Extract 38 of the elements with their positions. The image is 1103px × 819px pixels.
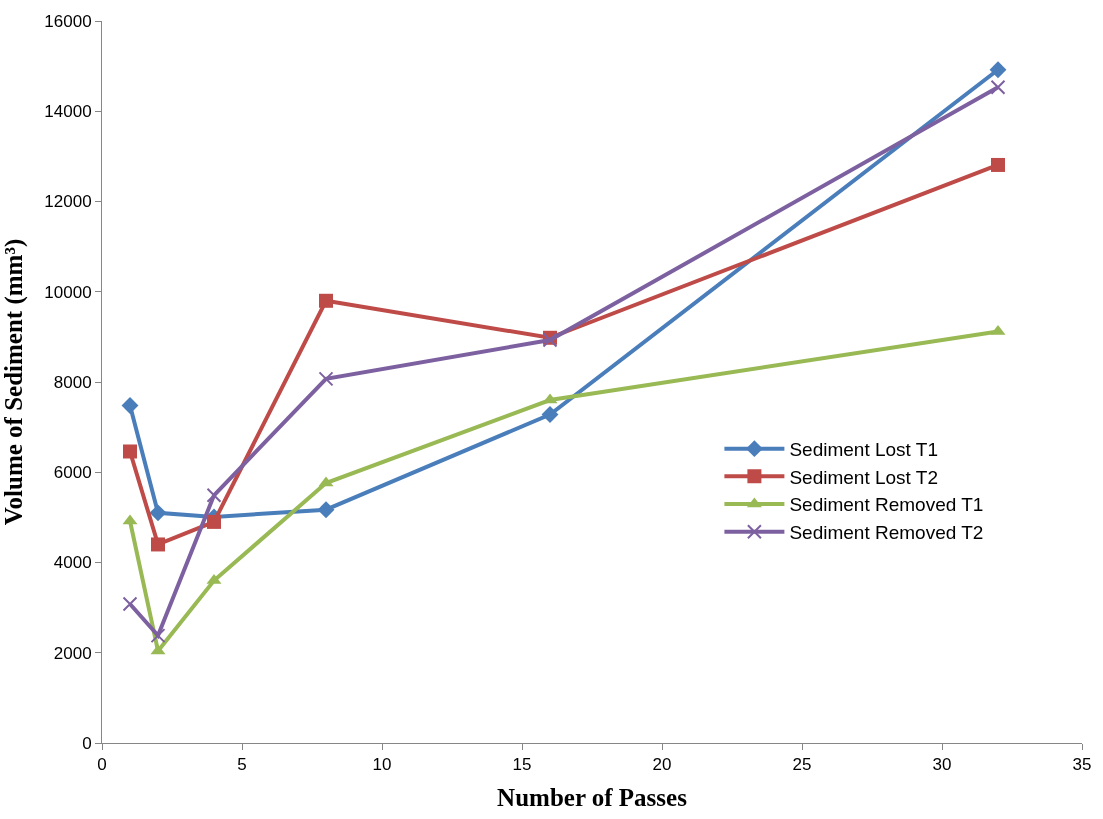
y-tick-label: 6000 [53, 463, 92, 483]
y-tick-label: 16000 [44, 11, 92, 31]
x-tick-label: 5 [237, 755, 247, 775]
point [206, 487, 222, 503]
point [121, 397, 139, 414]
point [149, 504, 167, 522]
legend-label: Sediment Lost T1 [789, 439, 938, 461]
x-tick-label: 20 [652, 755, 672, 775]
y-tick-label: 14000 [44, 102, 92, 122]
y-tick-label: 8000 [53, 372, 92, 392]
point [122, 596, 138, 612]
y-tick-label: 12000 [44, 192, 92, 212]
point [317, 501, 335, 519]
y-tick-label: 10000 [44, 282, 92, 302]
point [150, 628, 166, 644]
legend-label: Sediment Removed T2 [789, 522, 984, 544]
point [991, 157, 1005, 172]
x-tick-label: 35 [1072, 755, 1092, 775]
y-tick-label: 0 [82, 733, 92, 753]
point [207, 514, 221, 529]
y-axis-title: Volume of Sediment (mm³) [0, 238, 28, 526]
x-axis-title: Number of Passes [497, 784, 688, 812]
legend-label: Sediment Lost T2 [789, 466, 938, 488]
point [123, 444, 137, 459]
x-tick-label: 10 [372, 755, 392, 775]
point [151, 537, 165, 552]
legend-label: Sediment Removed T1 [789, 494, 984, 516]
point [541, 406, 559, 423]
x-tick-label: 30 [932, 755, 952, 775]
y-tick-label: 4000 [53, 553, 92, 573]
point [989, 61, 1007, 79]
x-tick-label: 0 [97, 755, 107, 775]
x-tick-label: 15 [512, 755, 532, 775]
y-tick-label: 2000 [53, 643, 92, 663]
point [319, 293, 333, 308]
point [318, 371, 334, 387]
point [990, 79, 1006, 95]
x-tick-label: 25 [792, 755, 812, 775]
